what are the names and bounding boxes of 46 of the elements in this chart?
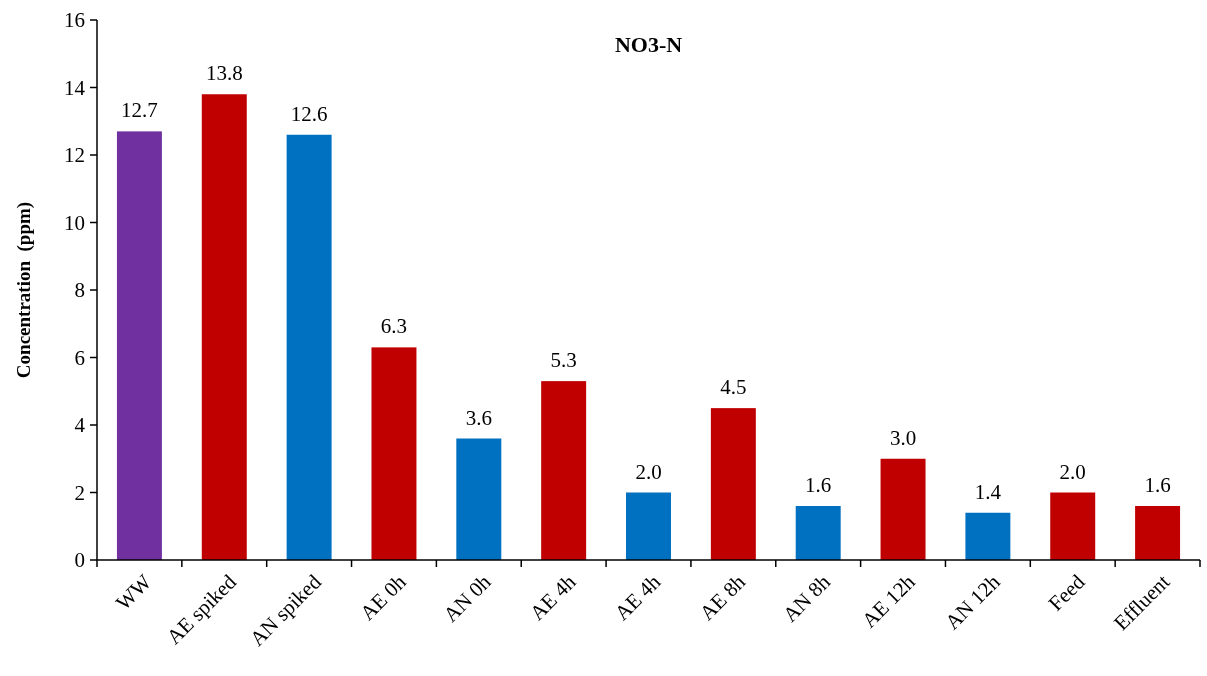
data-label: 12.7 [121, 98, 158, 123]
data-label: 3.6 [465, 405, 492, 430]
data-label: 1.6 [1144, 473, 1171, 497]
bar [880, 458, 926, 560]
bar [541, 381, 587, 560]
y-tick-label: 6 [74, 345, 85, 370]
x-tick-label: AE 8h [694, 569, 751, 626]
y-tick-label: 8 [74, 278, 85, 303]
data-label: 1.6 [805, 473, 832, 497]
bar [626, 492, 671, 560]
bar [456, 438, 502, 560]
y-tick-label: 0 [74, 548, 85, 573]
bar [201, 94, 247, 560]
x-tick-label: AE 0h [355, 569, 412, 626]
bar [795, 506, 841, 560]
y-tick-label: 12 [64, 143, 85, 168]
x-tick-label: AN 12h [940, 569, 1005, 635]
bar [116, 131, 162, 560]
bar [1050, 492, 1096, 560]
y-tick-label: 16 [64, 8, 85, 33]
data-label: 3.0 [889, 425, 917, 450]
bar [371, 347, 417, 560]
data-label: 6.3 [380, 314, 408, 339]
bar [710, 408, 756, 560]
text: NO3-N [614, 32, 683, 57]
x-tick-label: AN 0h [438, 569, 496, 627]
x-tick-label: AE 12h [857, 569, 921, 633]
data-label: 5.3 [550, 348, 577, 373]
bar [965, 512, 1011, 560]
data-label: 12.6 [290, 101, 328, 126]
y-tick-label: 10 [64, 210, 85, 235]
y-tick-label: 14 [64, 75, 86, 100]
x-tick-label: AE 4h [609, 569, 666, 626]
data-label: 4.5 [720, 375, 747, 400]
x-tick-label: AE 4h [525, 569, 581, 626]
bar [1135, 506, 1181, 560]
data-label: 1.4 [974, 479, 1002, 504]
data-label: 13.8 [205, 61, 243, 86]
x-tick-label: AN 8h [777, 569, 836, 627]
y-axis-title: Concentration (ppm) [13, 201, 35, 379]
bar [286, 134, 332, 560]
x-tick-label: WW [111, 569, 157, 615]
y-tick-label: 2 [74, 480, 85, 505]
y-tick-label: 4 [74, 413, 86, 438]
data-label: 2.0 [635, 459, 662, 484]
data-label: 2.0 [1059, 459, 1086, 484]
